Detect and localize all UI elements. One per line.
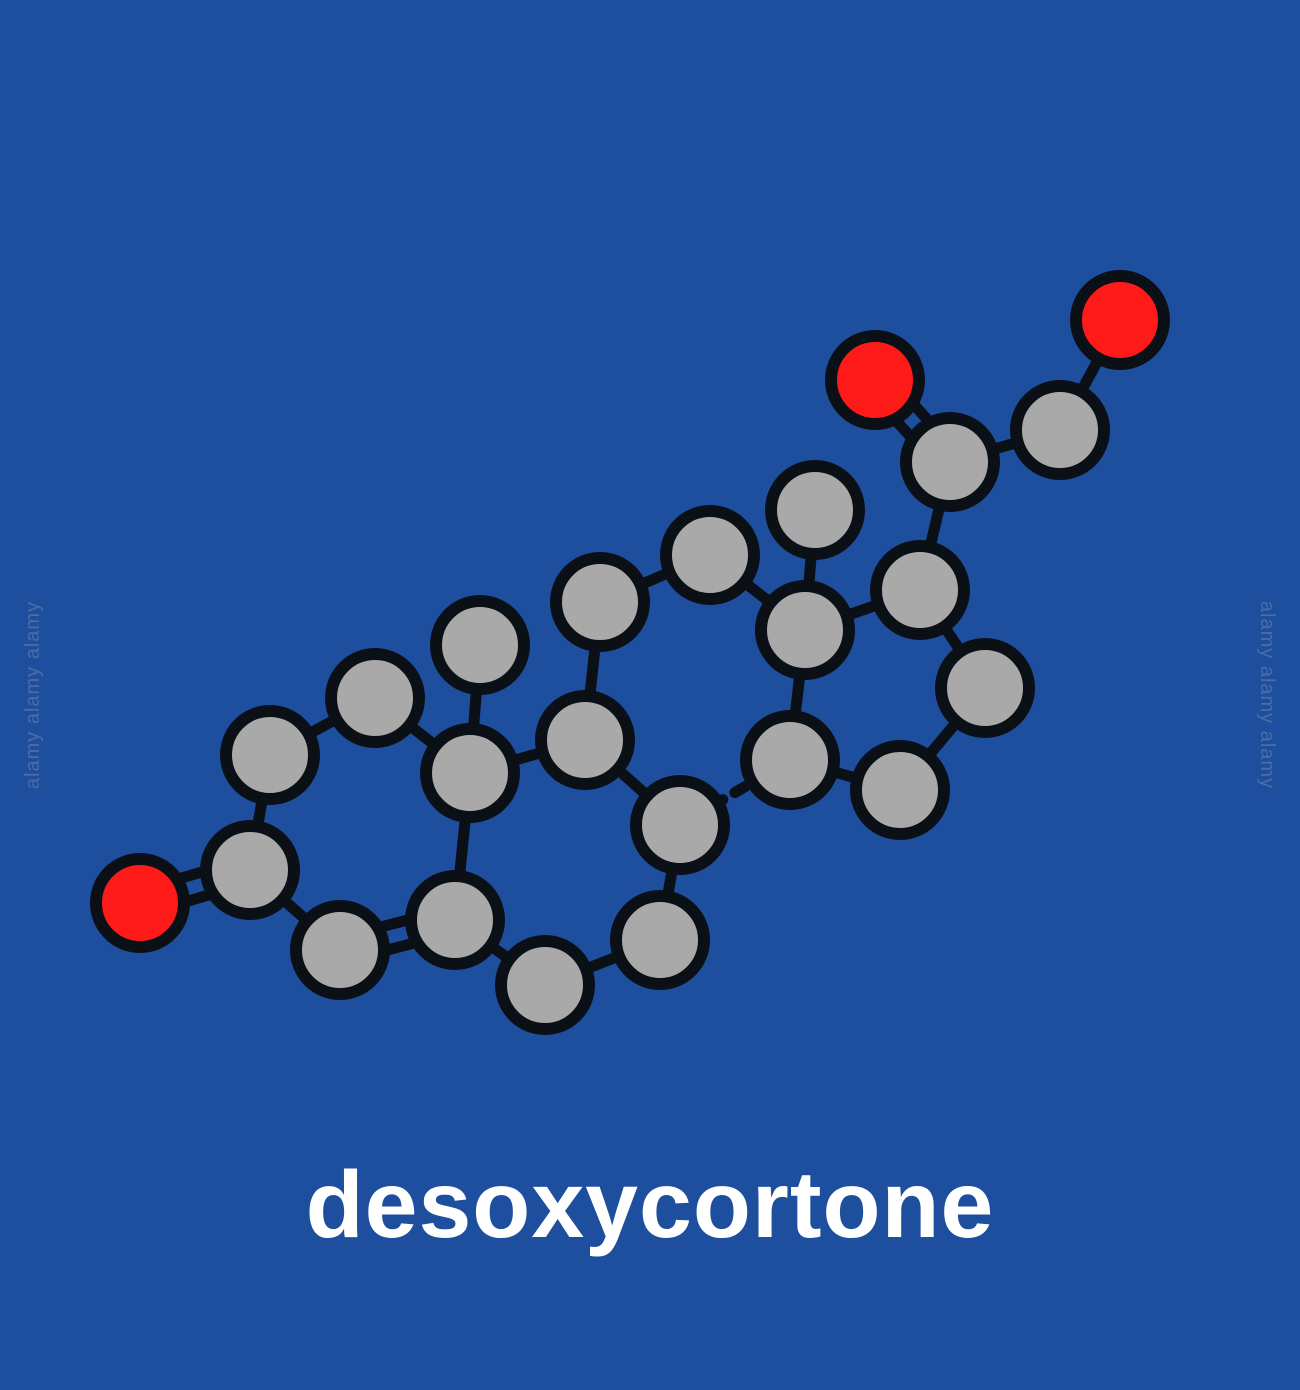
atom-carbon [856, 746, 944, 834]
atom-carbon [426, 729, 514, 817]
atom-carbon [1016, 386, 1104, 474]
atom-carbon [501, 941, 589, 1029]
atom-carbon [771, 466, 859, 554]
atom-carbon [761, 586, 849, 674]
atom-carbon [331, 654, 419, 742]
watermark-left: alamy alamy alamy [22, 601, 45, 789]
atom-carbon [411, 876, 499, 964]
atom-carbon [206, 826, 294, 914]
atom-carbon [226, 711, 314, 799]
atom-oxygen [1076, 276, 1164, 364]
atom-carbon [666, 511, 754, 599]
atom-carbon [556, 558, 644, 646]
watermark-right: alamy alamy alamy [1255, 601, 1278, 789]
atom-carbon [296, 906, 384, 994]
atom-carbon [636, 781, 724, 869]
atom-oxygen [96, 859, 184, 947]
atom-carbon [941, 644, 1029, 732]
atom-carbon [906, 418, 994, 506]
atom-carbon [436, 601, 524, 689]
atom-carbon [746, 716, 834, 804]
compound-label: desoxycortone [0, 1151, 1300, 1260]
atom-carbon [541, 696, 629, 784]
atom-carbon [876, 546, 964, 634]
atom-oxygen [831, 336, 919, 424]
atom-carbon [616, 896, 704, 984]
